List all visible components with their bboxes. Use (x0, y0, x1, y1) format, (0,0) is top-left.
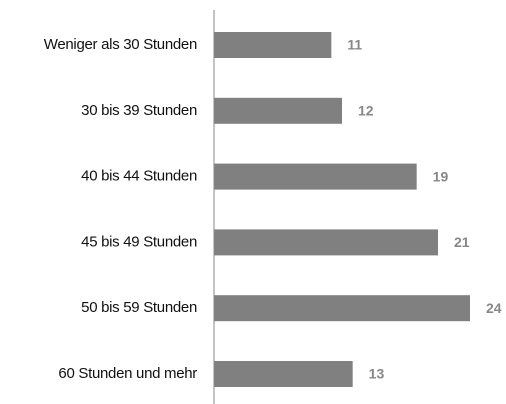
category-label: 40 bis 44 Stunden (81, 168, 197, 185)
bar (214, 32, 332, 58)
value-label: 12 (358, 103, 374, 119)
value-label: 11 (347, 37, 362, 53)
category-label: 30 bis 39 Stunden (81, 102, 197, 119)
value-label: 13 (369, 366, 385, 382)
bar (214, 361, 353, 387)
value-label: 19 (433, 168, 449, 184)
value-label: 24 (486, 300, 502, 316)
category-label: 50 bis 59 Stunden (81, 299, 197, 316)
value-label: 21 (454, 234, 470, 250)
bar (214, 97, 342, 124)
bar (214, 163, 417, 190)
bar (214, 295, 470, 322)
category-label: 45 bis 49 Stunden (81, 233, 197, 250)
category-label: 60 Stunden und mehr (58, 365, 197, 382)
bar (214, 229, 438, 256)
category-label: Weniger als 30 Stunden (44, 36, 197, 53)
